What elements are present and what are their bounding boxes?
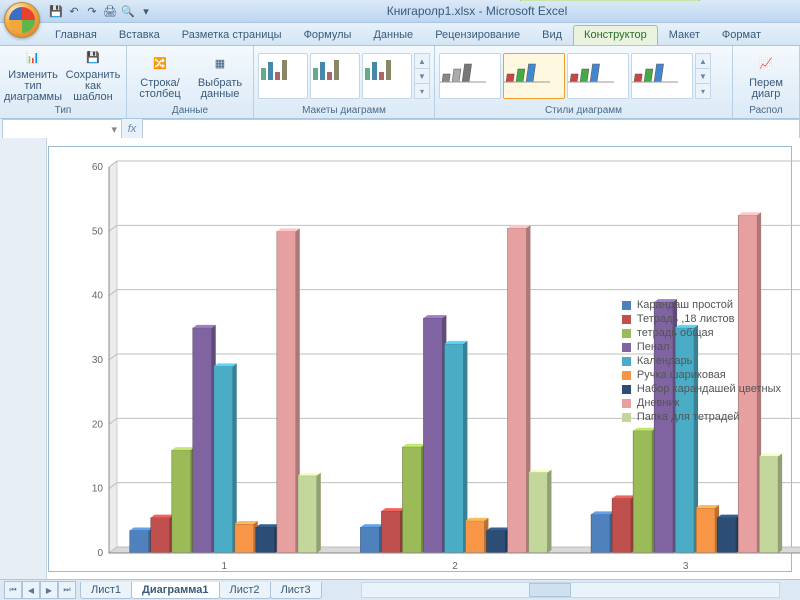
quick-access-toolbar: 💾 ↶ ↷ 🖨 🔍 ▾ xyxy=(48,3,154,19)
group-data: 🔀Строка/столбец ▦Выбрать данные Данные xyxy=(127,46,254,118)
style-thumb[interactable] xyxy=(439,53,501,99)
sheet-tab-bar: ⏮ ◀ ▶ ⏭ Лист1Диаграмма1Лист2Лист3 xyxy=(0,579,800,600)
chart-object[interactable]: 0 10 20 30 40 50 60 1 2 3 Карандаш простой Тетрадь… xyxy=(48,146,792,572)
contextual-tab-title: Работа с диаграммами xyxy=(520,0,700,1)
ribbon-tab-6[interactable]: Вид xyxy=(531,25,573,45)
undo-icon[interactable]: ↶ xyxy=(66,3,82,19)
move-chart-button[interactable]: 📈Перем диагр xyxy=(737,49,795,103)
worksheet-area: 0 10 20 30 40 50 60 1 2 3 Карандаш простой Тетрадь… xyxy=(0,138,800,580)
qat-more-icon[interactable]: ▾ xyxy=(138,3,154,19)
svg-text:2: 2 xyxy=(452,561,458,572)
svg-text:40: 40 xyxy=(92,291,104,302)
svg-text:60: 60 xyxy=(92,162,104,173)
style-thumb[interactable] xyxy=(503,53,565,99)
window-title: Книгаролр1.xlsx - Microsoft Excel xyxy=(158,4,796,18)
print-icon[interactable]: 🖨 xyxy=(102,3,118,19)
ribbon-tab-2[interactable]: Разметка страницы xyxy=(171,25,293,45)
svg-text:30: 30 xyxy=(92,355,104,366)
preview-icon[interactable]: 🔍 xyxy=(120,3,136,19)
change-chart-type-button[interactable]: 📊Изменить тип диаграммы xyxy=(4,49,62,103)
ribbon-tab-5[interactable]: Рецензирование xyxy=(424,25,531,45)
svg-text:50: 50 xyxy=(92,226,104,237)
legend-item: Дневник xyxy=(622,397,781,409)
prev-sheet-icon[interactable]: ◀ xyxy=(22,581,40,599)
last-sheet-icon[interactable]: ⏭ xyxy=(58,581,76,599)
horizontal-scrollbar[interactable] xyxy=(361,582,780,598)
ribbon-tab-4[interactable]: Данные xyxy=(362,25,424,45)
formula-input[interactable] xyxy=(142,119,800,139)
layout-thumb[interactable] xyxy=(362,53,412,99)
sheet-tab[interactable]: Диаграмма1 xyxy=(131,582,220,599)
sheet-nav-buttons: ⏮ ◀ ▶ ⏭ xyxy=(4,581,76,599)
name-box[interactable]: ▾ xyxy=(2,119,122,139)
group-layouts: ▲▼▾ Макеты диаграмм xyxy=(254,46,435,118)
select-data-button[interactable]: ▦Выбрать данные xyxy=(191,49,249,103)
svg-text:3: 3 xyxy=(683,561,689,572)
legend-item: Набор карандашей цветных xyxy=(622,383,781,395)
layout-thumb[interactable] xyxy=(258,53,308,99)
ribbon-tab-8[interactable]: Макет xyxy=(658,25,711,45)
fx-icon[interactable]: fx xyxy=(122,123,142,135)
group-styles: ▲▼▾ Стили диаграмм xyxy=(435,46,733,118)
group-type: 📊Изменить тип диаграммы 💾Сохранить как ш… xyxy=(0,46,127,118)
chart-legend: Карандаш простой Тетрадь ,18 листов тетрад… xyxy=(622,297,781,425)
next-sheet-icon[interactable]: ▶ xyxy=(40,581,58,599)
ribbon-tab-0[interactable]: Главная xyxy=(44,25,108,45)
layout-thumb[interactable] xyxy=(310,53,360,99)
ribbon-tab-1[interactable]: Вставка xyxy=(108,25,171,45)
svg-text:10: 10 xyxy=(92,484,104,495)
sheet-tab[interactable]: Лист3 xyxy=(270,582,322,599)
save-template-button[interactable]: 💾Сохранить как шаблон xyxy=(64,49,122,103)
ribbon-tab-3[interactable]: Формулы xyxy=(293,25,363,45)
legend-item: Пенал xyxy=(622,341,781,353)
ribbon-tab-9[interactable]: Формат xyxy=(711,25,772,45)
title-bar: 💾 ↶ ↷ 🖨 🔍 ▾ Книгаролр1.xlsx - Microsoft … xyxy=(0,0,800,23)
ribbon-tabs: ГлавнаяВставкаРазметка страницыФормулыДа… xyxy=(0,23,800,46)
office-button[interactable] xyxy=(4,2,40,38)
ribbon: 📊Изменить тип диаграммы 💾Сохранить как ш… xyxy=(0,46,800,119)
sheet-tab[interactable]: Лист1 xyxy=(80,582,132,599)
first-sheet-icon[interactable]: ⏮ xyxy=(4,581,22,599)
legend-item: Ручка шариковая xyxy=(622,369,781,381)
switch-row-col-button[interactable]: 🔀Строка/столбец xyxy=(131,49,189,103)
svg-text:0: 0 xyxy=(97,548,103,559)
legend-item: Карандаш простой xyxy=(622,299,781,311)
ribbon-tab-7[interactable]: Конструктор xyxy=(573,25,658,45)
redo-icon[interactable]: ↷ xyxy=(84,3,100,19)
style-thumb[interactable] xyxy=(631,53,693,99)
sheet-tab[interactable]: Лист2 xyxy=(219,582,271,599)
style-gallery-scroll[interactable]: ▲▼▾ xyxy=(695,53,711,99)
formula-bar: ▾ fx xyxy=(0,119,800,140)
legend-item: тетрадь общая xyxy=(622,327,781,339)
layout-gallery-scroll[interactable]: ▲▼▾ xyxy=(414,53,430,99)
svg-text:1: 1 xyxy=(222,561,228,572)
save-icon[interactable]: 💾 xyxy=(48,3,64,19)
legend-item: Календарь xyxy=(622,355,781,367)
style-thumb[interactable] xyxy=(567,53,629,99)
row-headers xyxy=(0,138,47,580)
group-location: 📈Перем диагр Распол xyxy=(733,46,800,118)
legend-item: Тетрадь ,18 листов xyxy=(622,313,781,325)
svg-text:20: 20 xyxy=(92,419,104,430)
legend-item: Папка для тетрадей xyxy=(622,411,781,423)
